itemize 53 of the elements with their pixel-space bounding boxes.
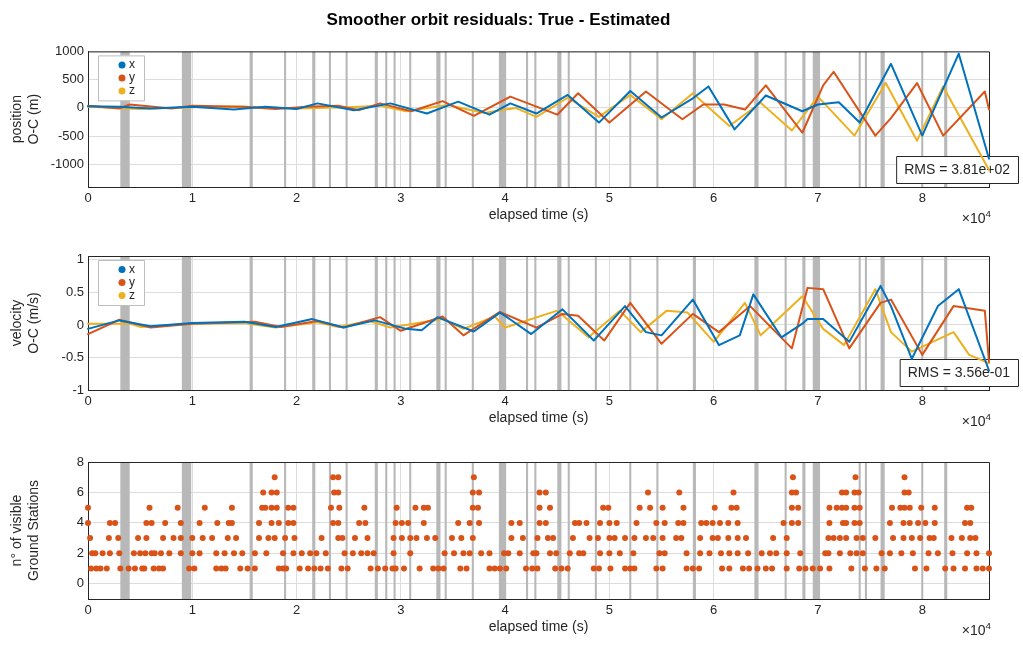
y-tick-label: -1000 [50,155,84,171]
x-tick-label: 1 [188,602,196,618]
y-axis-title: velocity O-C (m/s) [8,292,42,354]
y-axis-title: n° of visible Ground Stations [8,479,42,582]
x-tick-label: 5 [605,393,614,409]
legend-label: z [129,83,135,98]
x-tick-label: 5 [605,602,614,618]
x-axis-title: elapsed time (s) [488,206,589,223]
x-tick-label: 1 [188,393,196,409]
y-tick-label: 4 [76,514,84,530]
x-axis-title: elapsed time (s) [488,618,589,635]
y-tick-label: 1 [76,251,84,267]
x-axis-title: elapsed time (s) [488,409,589,426]
legend-label: y [129,70,135,85]
x-tick-label: 1 [188,190,196,206]
y-tick-label: -500 [57,127,84,143]
legend-label: x [129,57,135,72]
legend-label: x [129,261,135,276]
y-tick-label: 6 [76,484,84,500]
x-tick-label: 8 [918,393,926,409]
y-axis-title: position O-C (m) [8,93,42,145]
y-tick-label: 500 [62,71,84,87]
x-tick-label: 7 [814,393,822,409]
x-tick-label: 6 [710,602,718,618]
x-tick-label: 2 [292,393,301,409]
y-tick-label: 8 [76,453,84,469]
legend-label: y [129,274,135,289]
annotation: RMS = 3.81e+02 [904,160,1011,177]
x-tick-label: 3 [397,393,405,409]
y-tick-label: 0 [76,99,84,115]
x-tick-label: 5 [605,190,614,206]
x-tick-label: 4 [501,393,509,409]
y-tick-label: -1 [72,381,84,397]
x-tick-label: 7 [814,190,822,206]
x-tick-label: 8 [918,190,926,206]
x-tick-label: 6 [710,190,718,206]
annotation: RMS = 3.56e-01 [907,363,1011,380]
y-tick-label: 2 [76,544,84,560]
x-tick-label: 4 [501,190,509,206]
chart-title: Smoother orbit residuals: True - Estimated [326,9,671,29]
y-tick-label: 0 [76,575,84,591]
y-tick-label: 0.5 [65,284,84,300]
x-tick-label: 3 [397,190,405,206]
x-tick-label: 8 [918,602,926,618]
x-tick-label: 7 [814,602,822,618]
x-tick-label: 2 [292,190,301,206]
y-tick-label: 1000 [55,42,84,58]
y-tick-label: -0.5 [61,349,84,365]
x-tick-label: 4 [501,602,509,618]
x-tick-label: 6 [710,393,718,409]
x-tick-label: 2 [292,602,301,618]
x-tick-label: 3 [397,602,405,618]
y-tick-label: 0 [76,316,84,332]
